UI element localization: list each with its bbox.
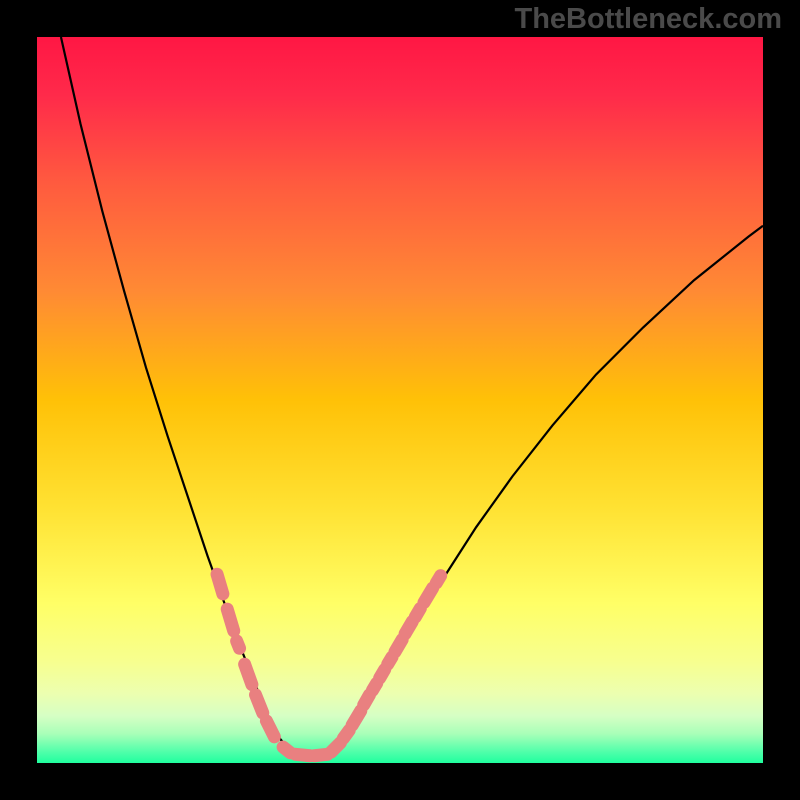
marker-segment-left	[237, 641, 240, 648]
bottleneck-curve	[61, 37, 763, 756]
marker-segment-left	[266, 721, 274, 737]
marker-segment-left	[256, 695, 263, 713]
marker-segment-right	[352, 711, 361, 726]
watermark-text: TheBottleneck.com	[515, 3, 783, 36]
marker-segment-right	[395, 640, 402, 652]
marker-segment-right	[364, 695, 370, 705]
marker-segment-right	[415, 608, 420, 617]
marker-segment-left	[217, 574, 223, 594]
marker-segment-right	[331, 743, 340, 752]
marker-segment-left	[227, 609, 234, 631]
marker-segment-right	[372, 683, 376, 690]
marker-segment-right	[405, 621, 412, 633]
marker-segment-right	[380, 669, 385, 678]
chart-container: TheBottleneck.com	[0, 0, 800, 800]
chart-svg	[0, 0, 800, 800]
marker-segment-right	[424, 588, 433, 603]
marker-segment-right	[343, 730, 349, 738]
marker-segment-left	[295, 754, 310, 755]
marker-segment-right	[388, 657, 392, 664]
marker-segment-right	[436, 576, 440, 583]
marker-segment-left	[245, 664, 252, 684]
marker-segment-left	[283, 747, 290, 753]
